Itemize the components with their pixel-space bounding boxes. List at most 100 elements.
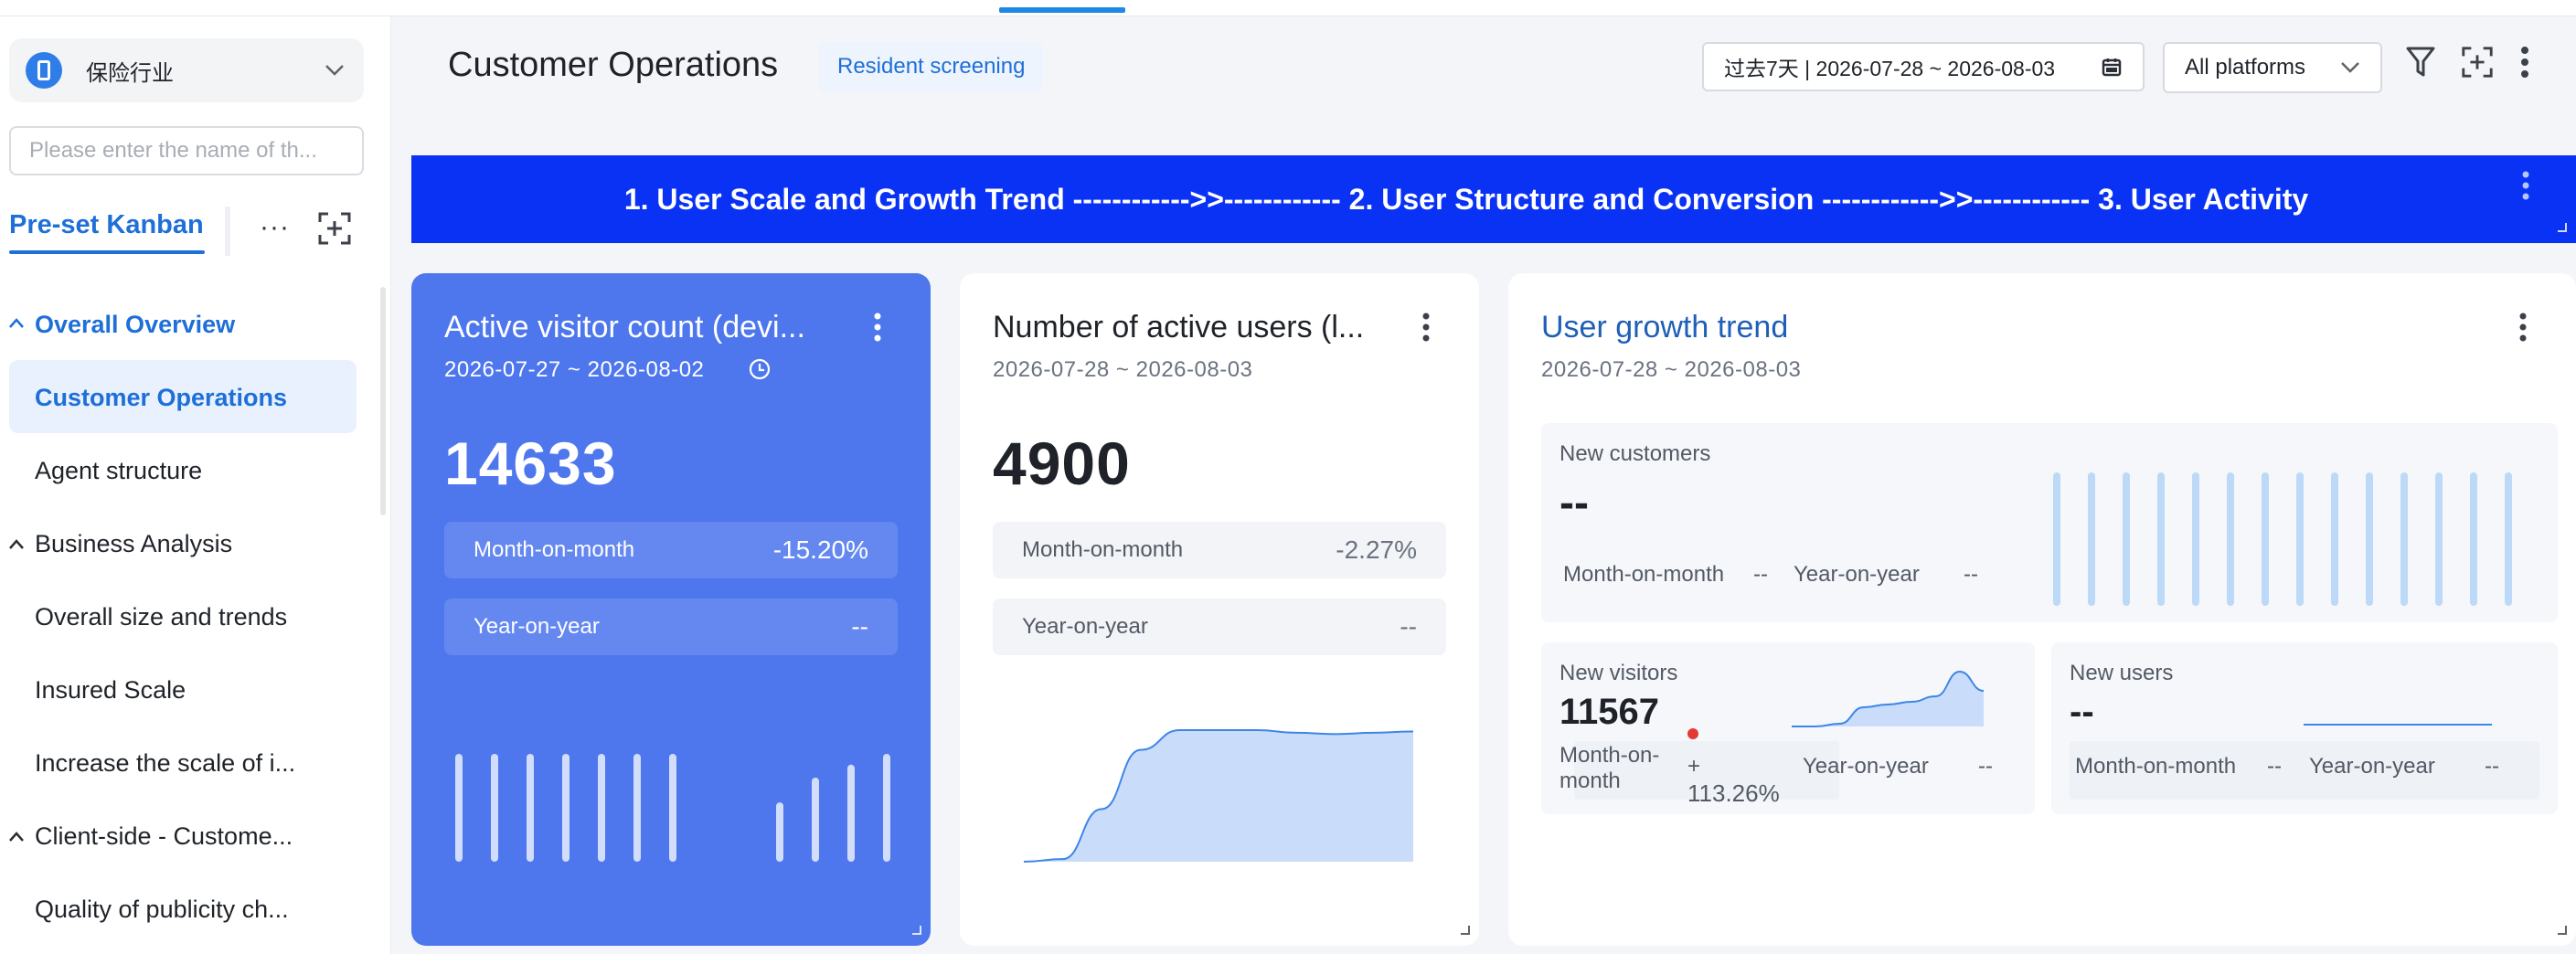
industry-selector[interactable]: 保险行业 [9, 38, 364, 102]
mom-label: Month-on-month [1563, 562, 1725, 587]
phone-icon [26, 52, 62, 89]
new-users-panel: New users -- Month-on-month -- Year-on-y… [2051, 642, 2558, 814]
yoy-value: -- [2485, 754, 2499, 779]
resize-handle[interactable] [2558, 926, 2567, 935]
fullscreen-icon[interactable] [316, 210, 353, 247]
visitor-bar [847, 764, 855, 862]
sidebar-item-customer-operations[interactable]: Customer Operations [35, 384, 288, 411]
sidebar-item-publicity-quality[interactable]: Quality of publicity ch... [35, 896, 289, 923]
search-input[interactable] [9, 126, 364, 175]
mom-value: -15.20% [772, 535, 868, 564]
more-vertical-icon[interactable] [872, 312, 883, 343]
sidebar-item-client-side[interactable]: Client-side - Custome... [35, 822, 293, 850]
platform-label: All platforms [2185, 55, 2306, 80]
sidebar-item-overall-size[interactable]: Overall size and trends [35, 603, 288, 631]
resize-handle[interactable] [1461, 926, 1470, 935]
new-visitors-label: New visitors [1559, 661, 1678, 685]
customer-bar [2435, 472, 2443, 606]
tab-preset-kanban[interactable]: Pre-set Kanban [9, 210, 204, 239]
sidebar-item-insured-scale[interactable]: Insured Scale [35, 676, 186, 704]
filter-icon[interactable] [2402, 44, 2439, 80]
more-vertical-icon[interactable] [2507, 44, 2543, 80]
new-users-label: New users [2070, 661, 2174, 685]
mom-label: Month-on-month [2075, 754, 2237, 779]
mom-value-line1: + [1687, 754, 1701, 779]
sidebar-scrollbar[interactable] [380, 287, 386, 515]
customer-bar [2053, 472, 2060, 606]
active-users-area-line [1023, 729, 1414, 863]
customer-bar [2227, 472, 2234, 606]
more-icon[interactable]: ··· [260, 212, 290, 242]
active-users-area-chart [1023, 729, 1414, 863]
customer-bar [2088, 472, 2095, 606]
visitor-bar [527, 754, 534, 862]
active-tab-indicator [999, 7, 1125, 13]
more-vertical-icon[interactable] [1421, 312, 1432, 343]
caret-up-icon [9, 539, 24, 549]
nav-active-highlight [9, 360, 357, 433]
customer-bar [2331, 472, 2338, 606]
customer-bar [2262, 472, 2269, 606]
mom-row: Month-on-month -2.27% [993, 522, 1446, 578]
mom-row: Month-on-month -15.20% [444, 522, 898, 578]
customer-bar [2505, 472, 2512, 606]
visitor-bar [598, 754, 605, 862]
more-vertical-icon[interactable] [2521, 170, 2530, 201]
date-range-picker[interactable]: 过去7天 | 2026-07-28 ~ 2026-08-03 [1702, 42, 2145, 91]
visitor-bar [883, 754, 890, 862]
resident-screening-tag[interactable]: Resident screening [819, 42, 1044, 91]
mom-value-line2: 113.26% [1687, 779, 1780, 807]
customer-bar [2157, 472, 2165, 606]
sidebar-item-overall-overview[interactable]: Overall Overview [35, 311, 236, 338]
clock-icon[interactable] [748, 357, 772, 381]
date-range-label: 过去7天 | 2026-07-28 ~ 2026-08-03 [1724, 57, 2056, 80]
caret-up-icon [9, 832, 24, 842]
resize-handle[interactable] [2558, 223, 2567, 232]
page-title: Customer Operations [448, 46, 779, 84]
customer-bar [2296, 472, 2304, 606]
yoy-label: Year-on-year [474, 614, 600, 639]
visitor-bar [562, 754, 569, 862]
new-visitors-area-chart [1792, 670, 1985, 727]
tab-underline [9, 250, 205, 254]
new-customers-label: New customers [1559, 441, 1711, 466]
fullscreen-icon[interactable] [2459, 44, 2496, 80]
sidebar-item-business-analysis[interactable]: Business Analysis [35, 530, 233, 557]
new-visitors-area-line [1792, 670, 1985, 727]
sidebar-item-agent-structure[interactable]: Agent structure [35, 457, 203, 484]
customer-bar [2192, 472, 2199, 606]
banner-text: 1. User Scale and Growth Trend ---------… [623, 182, 2309, 216]
card-date: 2026-07-28 ~ 2026-08-03 [993, 357, 1253, 382]
new-customers-value: -- [1559, 479, 1589, 527]
mom-label-line1: Month-on- [1559, 743, 1660, 768]
sidebar: 保险行业 Pre-set Kanban ··· Overall Overview… [0, 16, 391, 954]
platform-select[interactable]: All platforms [2163, 42, 2382, 93]
divider [225, 207, 230, 256]
new-customers-bar-chart [2053, 472, 2512, 606]
mom-label-line2: month [1559, 768, 1621, 793]
mom-highlight [1574, 741, 1839, 800]
visitor-bar [455, 754, 463, 862]
yoy-label: Year-on-year [1794, 562, 1920, 587]
yoy-value: -- [1978, 754, 1993, 779]
resize-handle[interactable] [912, 926, 921, 935]
card-active-visitors: Active visitor count (devi... 2026-07-27… [411, 273, 931, 946]
customer-bar [2123, 472, 2130, 606]
chevron-down-icon [322, 58, 347, 83]
card-user-growth: User growth trend 2026-07-28 ~ 2026-08-0… [1508, 273, 2576, 946]
yoy-row: Year-on-year -- [444, 599, 898, 655]
top-strip [0, 0, 2576, 16]
card-date: 2026-07-28 ~ 2026-08-03 [1541, 357, 1802, 382]
sidebar-item-increase-scale[interactable]: Increase the scale of i... [35, 749, 296, 777]
card-title: User growth trend [1541, 310, 1789, 344]
more-vertical-icon[interactable] [2517, 312, 2528, 343]
visitor-bar [812, 777, 819, 862]
calendar-icon [2102, 58, 2122, 77]
mom-value: -2.27% [1336, 535, 1417, 564]
active-users-area-fill [1024, 730, 1413, 862]
mom-value: -- [2267, 754, 2282, 779]
new-visitors-panel: New visitors 11567 Month-on- month + 113… [1541, 642, 2035, 814]
customer-bar [2400, 472, 2408, 606]
yoy-label: Year-on-year [1803, 754, 1929, 779]
metric-value: 4900 [993, 429, 1131, 497]
